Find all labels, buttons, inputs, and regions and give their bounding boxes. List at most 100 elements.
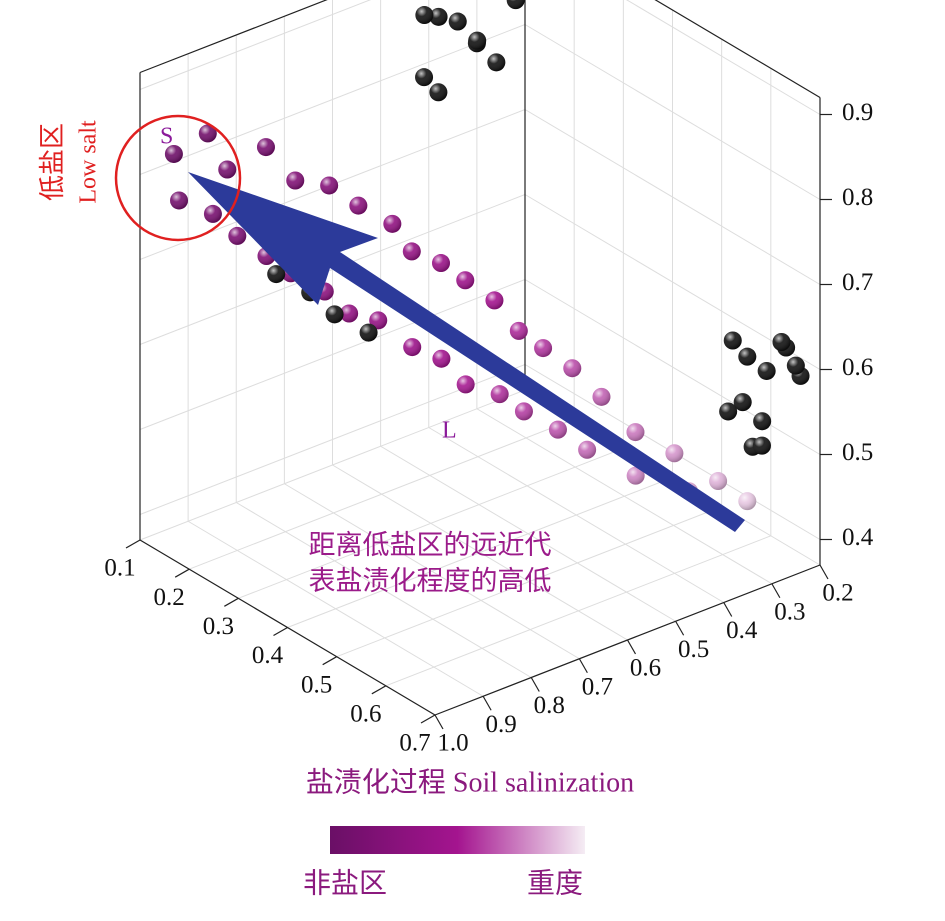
y-tick-label: 0.6 xyxy=(630,655,661,682)
point-shine xyxy=(719,402,738,421)
tick-mark xyxy=(224,597,239,607)
x-tick-label: 0.4 xyxy=(252,642,284,669)
tick-mark xyxy=(723,602,733,617)
point-shine xyxy=(592,387,611,406)
z-tick-label: 0.7 xyxy=(842,269,873,296)
x-tick-label: 0.3 xyxy=(203,613,234,640)
y-tick-label: 0.5 xyxy=(678,636,709,663)
point-shine xyxy=(198,124,217,143)
point-shine xyxy=(448,12,467,31)
axis-line xyxy=(654,0,821,99)
point-shine xyxy=(753,412,772,431)
point-shine xyxy=(218,160,237,179)
point-shine xyxy=(325,305,344,324)
point-shine xyxy=(786,356,805,375)
point-shine xyxy=(665,444,684,463)
point-shine xyxy=(228,226,247,245)
point-shine xyxy=(709,472,728,491)
y-tick-label: 1.0 xyxy=(437,730,468,757)
point-shine xyxy=(772,333,791,351)
colorbar-label: 重度 xyxy=(527,867,583,899)
tick-mark xyxy=(482,695,492,711)
grid-line xyxy=(476,408,773,585)
point-shine xyxy=(203,204,222,223)
axes-box: 0.1 0.2 0.3 0.4 0.5 0.6 0.7 0.2 0.3 0.4 0.5 0.6 0.7 0… xyxy=(104,0,874,757)
point-shine xyxy=(432,349,451,368)
s-label: S xyxy=(160,124,173,150)
z-tick-label: 0.5 xyxy=(842,439,873,466)
point-shine xyxy=(431,254,450,273)
point-shine xyxy=(548,420,567,439)
y-tick-label: 0.9 xyxy=(486,711,517,738)
tick-mark xyxy=(819,564,829,580)
grid-line xyxy=(235,502,532,678)
tick-mark xyxy=(675,620,685,636)
point-shine xyxy=(340,304,359,323)
low-salt-en: Low salt xyxy=(76,120,102,204)
tick-mark xyxy=(530,677,540,692)
grid-line xyxy=(332,464,628,641)
point-shine xyxy=(164,144,183,163)
point-shine xyxy=(738,347,757,366)
low-salt-cn: 低盐区 xyxy=(38,123,67,201)
tick-mark xyxy=(322,656,337,666)
point-shine xyxy=(415,68,434,87)
point-shine xyxy=(267,265,286,284)
x-tick-label: 0.2 xyxy=(154,584,185,611)
point-shine xyxy=(468,31,487,50)
point-shine xyxy=(509,321,528,340)
x-tick-label: 0.1 xyxy=(104,555,135,582)
point-shine xyxy=(578,440,597,459)
y-tick-label: 0.8 xyxy=(534,692,565,719)
point-shine xyxy=(369,311,388,330)
point-shine xyxy=(286,171,305,190)
axis-title: 盐渍化过程 Soil salinization xyxy=(306,766,634,798)
point-shine xyxy=(487,53,506,72)
point-shine xyxy=(514,402,533,421)
arrow xyxy=(188,172,745,532)
point-shine xyxy=(757,361,776,380)
tick-mark xyxy=(434,714,444,730)
grid-line xyxy=(428,427,725,603)
y-tick-label: 0.2 xyxy=(822,580,853,607)
point-shine xyxy=(723,331,742,350)
point-shine xyxy=(170,191,189,210)
note: 距离低盐区的远近代 xyxy=(309,530,552,560)
grid-line xyxy=(284,483,580,660)
tick-mark xyxy=(174,568,190,578)
z-tick-label: 0.8 xyxy=(842,184,873,211)
point-shine xyxy=(456,271,475,290)
y-tick-label: 0.3 xyxy=(774,598,805,625)
point-shine xyxy=(256,138,275,157)
point-shine xyxy=(403,338,422,357)
point-shine xyxy=(626,466,645,485)
point-shine xyxy=(738,492,757,511)
point-shine xyxy=(490,385,509,404)
x-tick-label: 0.7 xyxy=(399,730,430,757)
tick-mark xyxy=(420,714,436,724)
l-label: L xyxy=(442,418,457,444)
point-shine xyxy=(429,7,448,26)
point-shine xyxy=(383,214,402,233)
point-shine xyxy=(456,375,475,394)
tick-mark xyxy=(578,658,588,674)
axis-line xyxy=(139,0,328,74)
note: 表盐渍化程度的高低 xyxy=(309,566,552,596)
x-tick-label: 0.6 xyxy=(350,701,381,728)
point-shine xyxy=(402,242,421,261)
point-shine xyxy=(415,6,434,25)
point-shine xyxy=(359,323,378,342)
z-tick-label: 0.9 xyxy=(842,99,873,126)
colorbar xyxy=(330,826,585,854)
points xyxy=(164,0,810,511)
point-shine xyxy=(626,423,645,442)
point-shine xyxy=(349,196,368,215)
y-tick-label: 0.7 xyxy=(582,673,613,700)
x-tick-label: 0.5 xyxy=(301,671,332,698)
y-tick-label: 0.4 xyxy=(726,617,758,644)
colorbar-label: 非盐区 xyxy=(303,867,387,899)
point-shine xyxy=(320,176,339,195)
point-shine xyxy=(485,291,504,310)
tick-mark xyxy=(771,583,781,599)
